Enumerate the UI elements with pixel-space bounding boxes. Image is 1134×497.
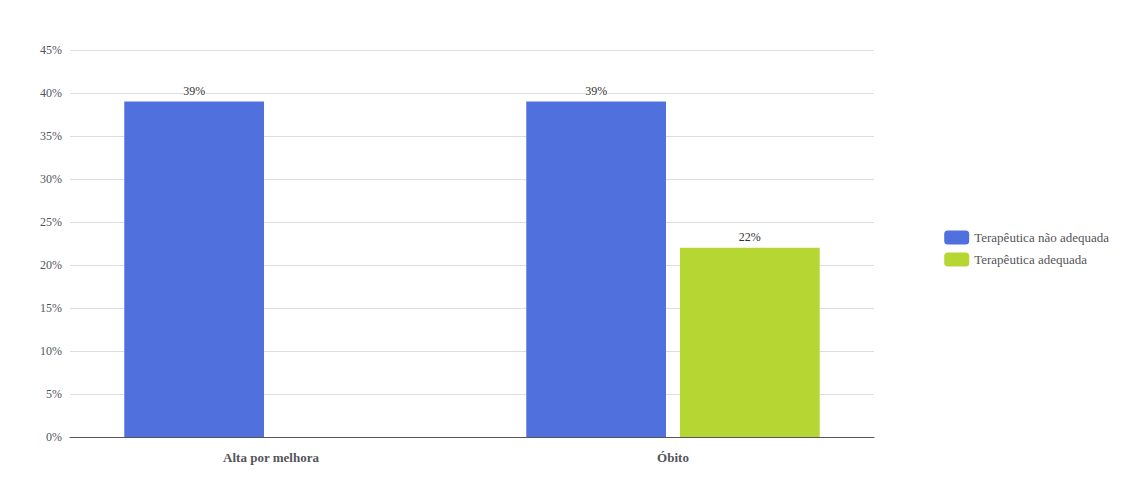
svg-text:Terapêutica adequada: Terapêutica adequada [974, 252, 1087, 267]
svg-text:Alta por melhora: Alta por melhora [223, 450, 319, 465]
svg-text:30%: 30% [40, 172, 62, 186]
svg-text:0%: 0% [46, 430, 62, 444]
svg-text:Terapêutica não adequada: Terapêutica não adequada [974, 230, 1109, 245]
svg-text:39%: 39% [183, 84, 205, 98]
svg-text:40%: 40% [40, 86, 62, 100]
svg-text:35%: 35% [40, 129, 62, 143]
svg-text:22%: 22% [739, 230, 761, 244]
svg-text:5%: 5% [46, 387, 62, 401]
svg-text:45%: 45% [40, 43, 62, 57]
svg-text:20%: 20% [40, 258, 62, 272]
svg-text:10%: 10% [40, 344, 62, 358]
svg-text:39%: 39% [585, 84, 607, 98]
svg-text:15%: 15% [40, 301, 62, 315]
svg-text:Óbito: Óbito [657, 450, 689, 465]
svg-text:25%: 25% [40, 215, 62, 229]
